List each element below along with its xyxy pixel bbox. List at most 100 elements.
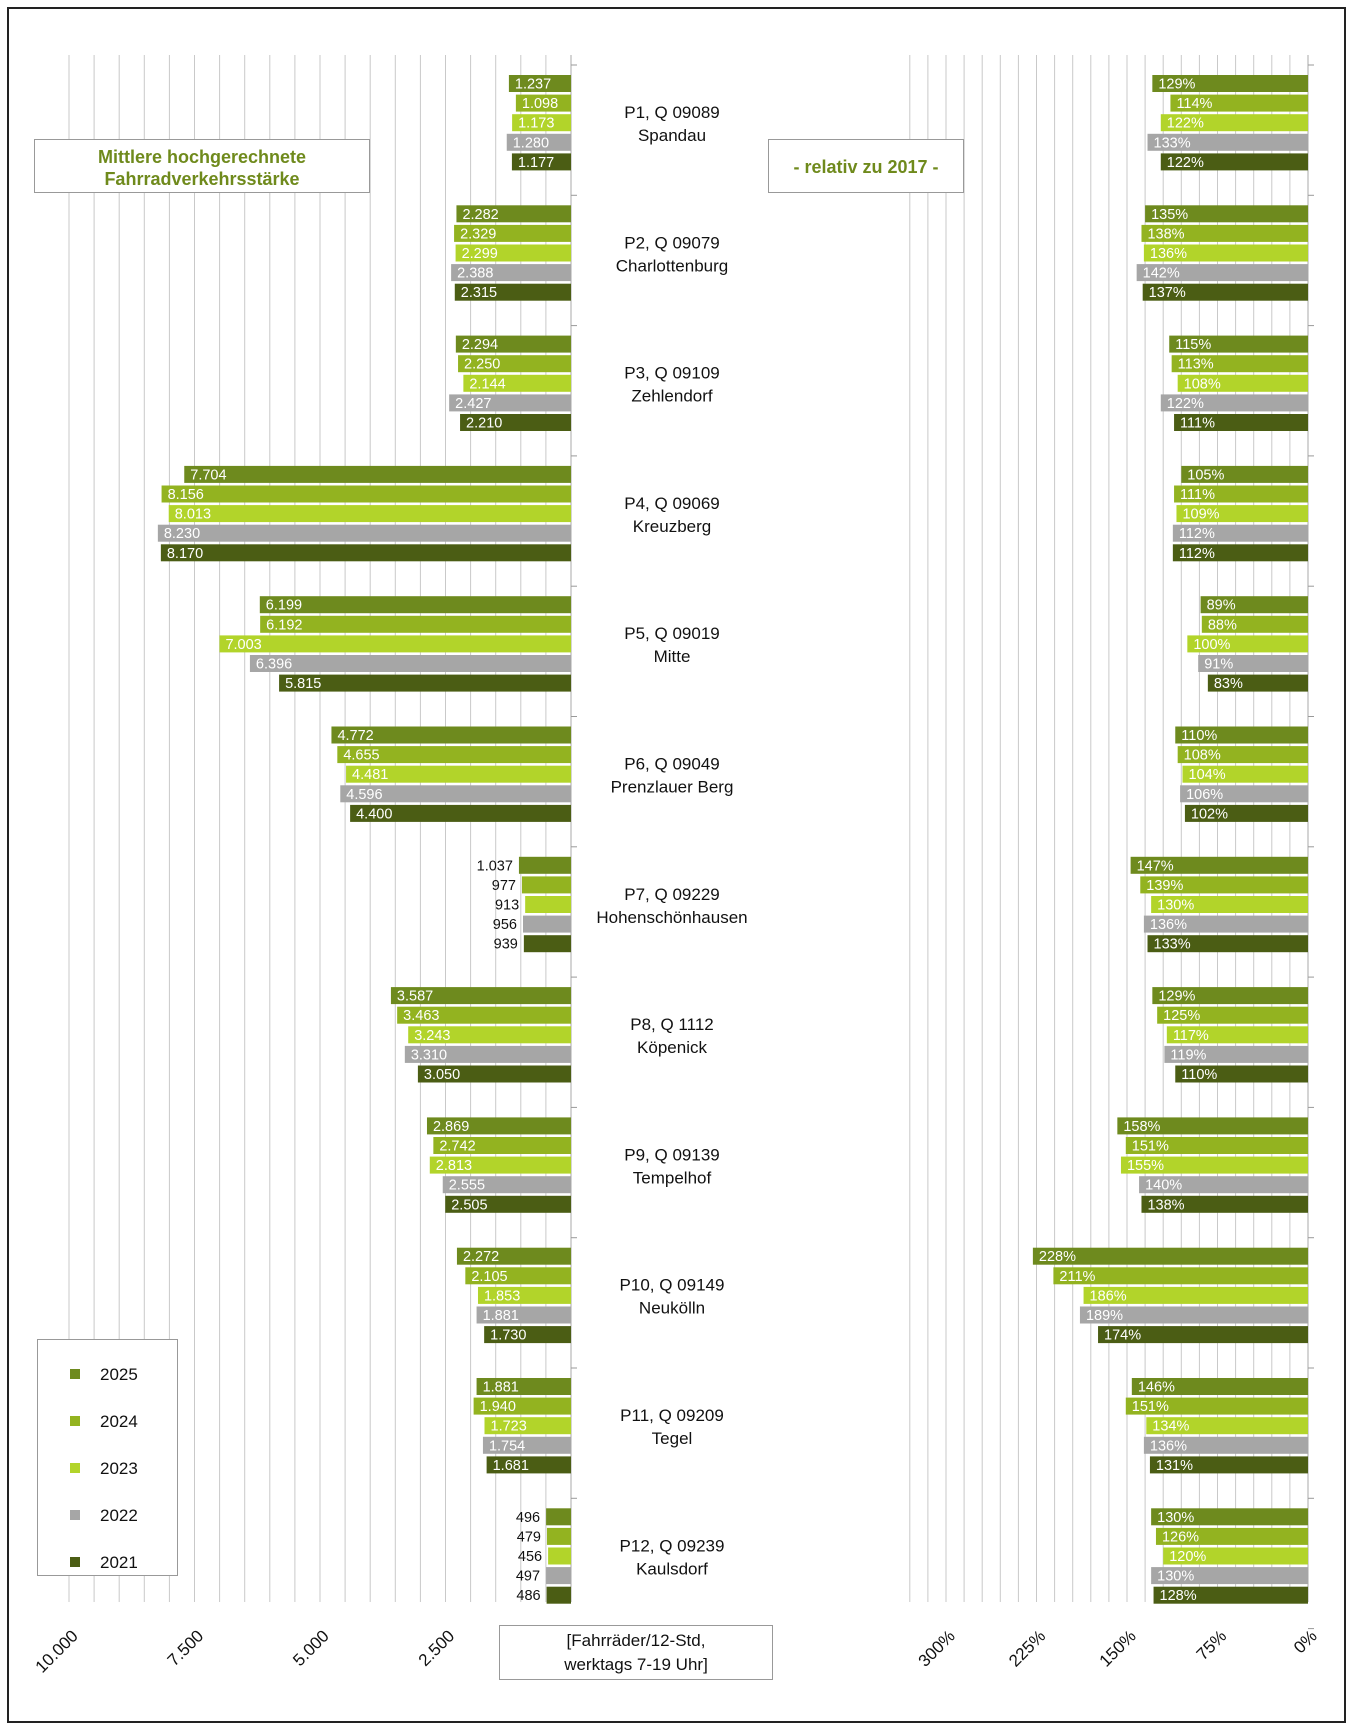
bar-abs-2025 [331, 726, 571, 744]
bar-rel-label-2024: 138% [1147, 226, 1184, 242]
bar-rel-2021 [1153, 1586, 1308, 1604]
bar-abs-label-2021: 1.681 [493, 1458, 529, 1474]
bar-abs-2023 [219, 635, 571, 653]
bar-rel-2022 [1136, 264, 1308, 282]
bar-abs-label-2024: 3.463 [403, 1008, 439, 1024]
legend-label-2025: 2025 [100, 1365, 138, 1384]
bar-rel-label-2023: 100% [1193, 637, 1230, 653]
bar-rel-2021 [1141, 1195, 1308, 1213]
bar-abs-2022 [523, 915, 571, 933]
bar-rel-label-2023: 134% [1152, 1419, 1189, 1435]
bar-rel-2021 [1175, 1065, 1308, 1083]
bar-abs-2021 [484, 1326, 571, 1344]
bar-rel-2024 [1171, 355, 1308, 373]
bar-abs-label-2024: 2.329 [460, 226, 496, 242]
bar-rel-2024 [1125, 1137, 1308, 1154]
bar-rel-label-2023: 155% [1127, 1158, 1164, 1174]
station-district: Kaulsdorf [636, 1559, 708, 1578]
bar-rel-label-2023: 109% [1182, 507, 1219, 523]
bar-abs-label-2021: 2.210 [466, 416, 502, 432]
bar-rel-2023 [1146, 1417, 1308, 1435]
bar-rel-2025 [1175, 726, 1308, 744]
bar-rel-2023 [1151, 896, 1308, 913]
station-name: P12, Q 09239 [620, 1536, 725, 1555]
right-axis-tick-label: 150% [1096, 1626, 1140, 1670]
bar-rel-label-2023: 108% [1184, 376, 1221, 392]
bar-abs-2024 [433, 1137, 571, 1154]
bar-abs-label-2024: 1.940 [480, 1399, 516, 1415]
station-district: Charlottenburg [616, 256, 728, 275]
station-district: Köpenick [637, 1038, 707, 1057]
bar-abs-2022 [449, 394, 571, 412]
bar-rel-label-2024: 125% [1163, 1008, 1200, 1024]
bar-rel-2024 [1157, 1006, 1308, 1024]
bar-rel-label-2022: 136% [1150, 917, 1187, 933]
bar-rel-label-2022: 142% [1143, 266, 1180, 282]
bar-abs-label-2022: 2.388 [457, 266, 493, 282]
bar-abs-2024 [260, 615, 571, 633]
bar-rel-2022 [1172, 524, 1308, 542]
bar-rel-2023 [1120, 1156, 1308, 1174]
bar-rel-label-2024: 139% [1146, 878, 1183, 894]
bar-abs-label-2023: 3.243 [414, 1028, 450, 1044]
bar-rel-label-2025: 115% [1175, 337, 1211, 353]
bar-abs-2021 [445, 1195, 571, 1213]
station-name: P4, Q 09069 [624, 494, 719, 513]
bar-abs-label-2023: 2.144 [469, 376, 505, 392]
station-district: Neukölln [639, 1299, 705, 1318]
bar-rel-2022 [1160, 394, 1308, 412]
bar-abs-label-2025: 496 [516, 1510, 540, 1526]
bar-rel-2023 [1176, 505, 1308, 523]
bar-abs-label-2021: 5.815 [285, 676, 321, 692]
bar-abs-label-2025: 6.199 [266, 598, 302, 614]
bar-rel-2022 [1164, 1045, 1308, 1063]
bar-abs-2025 [259, 596, 571, 614]
bar-rel-2021 [1147, 935, 1308, 953]
station-district: Hohenschönhausen [596, 908, 747, 927]
station-name: P9, Q 09139 [624, 1145, 719, 1164]
bar-rel-2021 [1172, 544, 1308, 562]
bar-rel-label-2022: 119% [1170, 1047, 1206, 1063]
bar-abs-2025 [456, 1247, 571, 1265]
relative-label: - relativ zu 2017 - [768, 139, 964, 193]
unit-label: [Fahrräder/12-Std, werktags 7-19 Uhr] [499, 1625, 773, 1680]
bar-rel-2022 [1198, 655, 1308, 672]
bar-abs-2021 [523, 935, 571, 953]
bar-rel-label-2023: 122% [1167, 116, 1204, 132]
station-name: P10, Q 09149 [620, 1276, 725, 1295]
legend-swatch-2024 [70, 1416, 80, 1426]
station-name: P8, Q 1112 [630, 1015, 713, 1034]
bar-rel-label-2021: 138% [1147, 1197, 1184, 1213]
bar-abs-2025 [476, 1378, 571, 1395]
bar-abs-label-2023: 1.173 [518, 116, 554, 132]
bar-abs-2021 [350, 804, 571, 822]
bar-abs-label-2023: 7.003 [225, 637, 261, 653]
bar-abs-2023 [408, 1026, 571, 1044]
bar-rel-2023 [1163, 1547, 1308, 1565]
bar-rel-2021 [1098, 1326, 1308, 1344]
bar-abs-2024 [515, 94, 571, 112]
station-name: P11, Q 09209 [620, 1406, 724, 1425]
station-name: P6, Q 09049 [624, 755, 719, 774]
bar-abs-label-2025: 1.037 [477, 858, 513, 874]
bar-abs-2025 [508, 75, 571, 92]
bar-rel-label-2024: 151% [1132, 1399, 1169, 1415]
station-district: Prenzlauer Berg [611, 778, 734, 797]
bar-abs-label-2022: 1.754 [489, 1438, 525, 1454]
bar-abs-label-2021: 939 [494, 937, 518, 953]
legend-swatch-2025 [70, 1369, 80, 1379]
bar-abs-2022 [404, 1045, 571, 1063]
chart-title: Mittlere hochgerechnete Fahrradverkehrss… [34, 139, 370, 193]
bar-abs-label-2024: 6.192 [266, 617, 302, 633]
legend-label-2023: 2023 [100, 1459, 138, 1478]
bar-rel-label-2023: 136% [1150, 246, 1187, 262]
bar-abs-2023 [463, 374, 571, 392]
bar-rel-label-2025: 228% [1039, 1249, 1076, 1265]
bar-rel-2024 [1141, 224, 1308, 242]
bar-rel-2022 [1151, 1567, 1308, 1585]
bar-abs-label-2023: 8.013 [175, 507, 211, 523]
left-axis-tick-label: 10.000 [32, 1626, 82, 1676]
chart-title-line-2: Fahrradverkehrsstärke [104, 169, 300, 189]
bar-rel-label-2025: 105% [1187, 467, 1224, 483]
bar-rel-2025 [1200, 596, 1308, 614]
